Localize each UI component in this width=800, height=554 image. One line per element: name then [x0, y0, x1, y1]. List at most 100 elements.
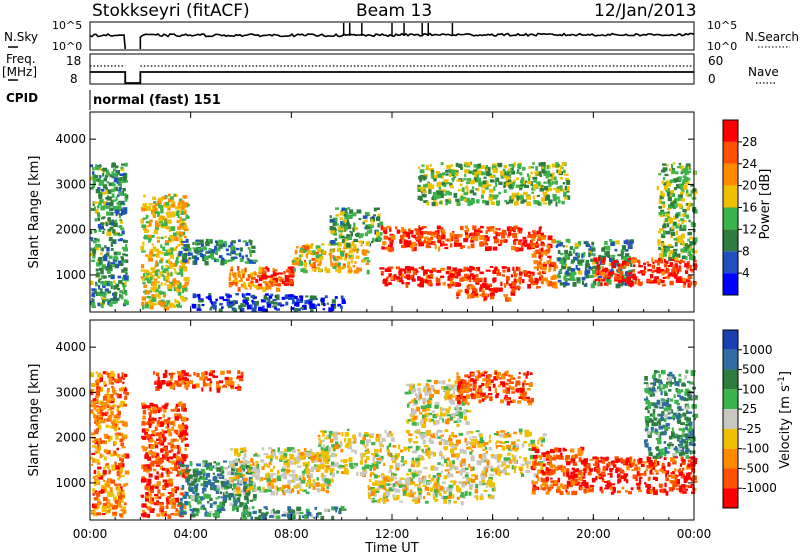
heatmap-cell — [547, 235, 553, 240]
heatmap-cell — [686, 206, 691, 211]
heatmap-cell — [616, 263, 621, 267]
heatmap-cell — [524, 184, 529, 188]
heatmap-cell — [166, 284, 172, 289]
heatmap-cell — [205, 251, 210, 254]
heatmap-cell — [247, 487, 253, 491]
heatmap-cell — [473, 164, 479, 168]
heatmap-cell — [161, 433, 165, 438]
heatmap-cell — [271, 473, 276, 476]
heatmap-cell — [115, 186, 119, 192]
heatmap-cell — [339, 225, 344, 229]
heatmap-cell — [607, 269, 610, 274]
heatmap-cell — [168, 450, 172, 453]
heatmap-cell — [446, 182, 451, 185]
heatmap-cell — [297, 262, 301, 266]
heatmap-cell — [472, 267, 475, 271]
heatmap-cell — [280, 304, 285, 307]
heatmap-cell — [364, 432, 369, 435]
heatmap-cell — [160, 512, 165, 516]
heatmap-cell — [338, 256, 343, 260]
heatmap-cell — [620, 264, 625, 269]
heatmap-cell — [440, 275, 445, 279]
heatmap-cell — [295, 477, 300, 481]
heatmap-cell — [172, 501, 177, 507]
heatmap-cell — [209, 510, 213, 514]
heatmap-cell — [257, 486, 261, 491]
heatmap-cell — [661, 180, 665, 184]
heatmap-cell — [164, 243, 170, 246]
heatmap-cell — [110, 376, 115, 380]
heatmap-cell — [164, 222, 168, 227]
noise-left-tick-bottom: 10^0 — [52, 40, 82, 53]
heatmap-cell — [439, 189, 442, 192]
heatmap-cell — [311, 243, 314, 246]
heatmap-cell — [527, 270, 531, 274]
heatmap-cell — [178, 401, 183, 407]
heatmap-cell — [391, 454, 396, 459]
heatmap-cell — [258, 267, 263, 272]
heatmap-cell — [119, 290, 124, 294]
heatmap-cell — [97, 373, 102, 378]
heatmap-cell — [244, 495, 249, 501]
heatmap-cell — [679, 224, 682, 230]
heatmap-cell — [417, 461, 421, 466]
heatmap-cell — [179, 437, 183, 440]
heatmap-cell — [574, 242, 578, 247]
heatmap-cell — [680, 218, 685, 221]
heatmap-cell — [669, 262, 674, 265]
heatmap-cell — [522, 180, 526, 185]
heatmap-cell — [407, 236, 411, 239]
heatmap-cell — [157, 240, 160, 243]
heatmap-cell — [426, 432, 430, 436]
heatmap-cell — [245, 297, 250, 301]
heatmap-cell — [274, 307, 277, 310]
heatmap-cell — [109, 284, 114, 287]
heatmap-cell — [455, 453, 460, 458]
heatmap-cell — [495, 183, 498, 187]
heatmap-cell — [533, 235, 537, 239]
heatmap-cell — [110, 242, 113, 247]
heatmap-cell — [504, 199, 508, 203]
heatmap-cell — [370, 217, 375, 222]
heatmap-cell — [228, 245, 231, 248]
heatmap-cell — [118, 191, 123, 196]
heatmap-cell — [151, 274, 155, 279]
heatmap-cell — [328, 252, 333, 256]
heatmap-cell — [661, 283, 666, 287]
heatmap-cell — [93, 229, 96, 234]
heatmap-cell — [682, 283, 686, 288]
heatmap-cell — [559, 165, 563, 170]
heatmap-cell — [514, 241, 517, 245]
heatmap-cell — [346, 234, 351, 238]
heatmap-cell — [112, 296, 117, 301]
heatmap-cell — [510, 182, 515, 186]
heatmap-cell — [151, 254, 156, 257]
heatmap-cell — [320, 450, 325, 454]
heatmap-cell — [261, 447, 265, 451]
heatmap-cell — [111, 188, 115, 193]
heatmap-cell — [158, 300, 163, 305]
heatmap-cell — [324, 295, 328, 299]
heatmap-cell — [234, 449, 238, 452]
heatmap-cell — [117, 205, 122, 210]
heatmap-cell — [106, 247, 110, 252]
heatmap-cell — [142, 447, 147, 452]
heatmap-cell — [124, 374, 128, 377]
heatmap-cell — [681, 188, 684, 192]
heatmap-cell — [449, 278, 454, 281]
heatmap-cell — [439, 429, 443, 433]
heatmap-cell — [236, 497, 240, 501]
heatmap-cell — [274, 283, 280, 287]
heatmap-cell — [184, 432, 189, 436]
heatmap-cell — [220, 486, 225, 490]
heatmap-cell — [300, 296, 304, 302]
freq-unit-label: [MHz] — [2, 65, 37, 79]
heatmap-cell — [232, 466, 236, 469]
heatmap-cell — [226, 298, 230, 304]
heatmap-cell — [194, 494, 198, 498]
heatmap-cell — [666, 191, 670, 197]
heatmap-cell — [156, 293, 161, 298]
heatmap-cell — [604, 241, 608, 245]
heatmap-cell — [175, 256, 179, 260]
heatmap-cell — [112, 424, 115, 428]
